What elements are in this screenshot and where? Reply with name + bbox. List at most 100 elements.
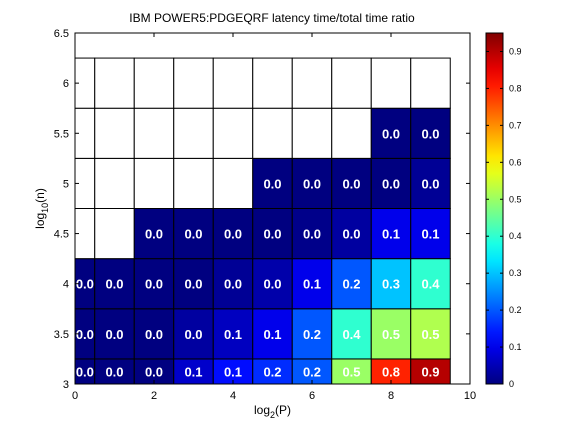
- heatmap-cell: [173, 157, 214, 210]
- cell-value-label: 0.0: [421, 176, 439, 191]
- cell-value-label: 0.0: [105, 327, 123, 342]
- colorbar-tick-label: 0.8: [509, 83, 522, 93]
- heatmap-cell: [410, 107, 451, 159]
- y-tick-label: 5.5: [54, 128, 69, 140]
- cell-value-label: 0.5: [382, 327, 400, 342]
- heatmap-cell: [133, 107, 175, 159]
- heatmap-cell: [410, 208, 451, 260]
- heatmap-cell: [173, 208, 214, 260]
- cell-value-label: 0.0: [145, 364, 163, 379]
- cell-value-label: 0.1: [263, 327, 281, 342]
- cell-value-label: 0.0: [224, 227, 242, 242]
- x-axis-ticks: 0 2 4 6 8 10: [72, 33, 476, 402]
- cell-value-label: 0.0: [382, 176, 400, 191]
- heatmap-cell: [370, 358, 412, 385]
- heatmap-cell: [291, 107, 333, 159]
- cell-value-label: 0.1: [224, 364, 242, 379]
- heatmap-cell: [133, 308, 175, 360]
- colorbar-tick-label: 0.1: [509, 342, 522, 352]
- heatmap-cell: [212, 107, 254, 159]
- cell-value-label: 0.0: [145, 277, 163, 292]
- cell-value-label: 0.4: [342, 327, 361, 342]
- heatmap-cell: [212, 208, 254, 260]
- chart-title: IBM POWER5:PDGEQRF latency time/total ti…: [129, 11, 415, 25]
- cell-value-label: 0.1: [303, 277, 321, 292]
- cell-value-label: 0.0: [76, 364, 94, 379]
- x-tick-label: 0: [72, 390, 78, 402]
- heatmap-cell: [173, 258, 214, 310]
- colorbar-tick-label: 0.7: [509, 120, 522, 130]
- y-axis-ticks: 3 3.5 4 4.5 5 5.5 6 6.5: [54, 28, 470, 391]
- heatmap-cell: [331, 157, 372, 210]
- cell-value-label: 0.0: [263, 227, 281, 242]
- cell-value-label: 0.1: [382, 227, 400, 242]
- heatmap-cell: [410, 258, 451, 310]
- y-tick-label: 4.5: [54, 229, 69, 241]
- heatmap-cell: [173, 107, 214, 159]
- cell-value-label: 0.0: [224, 277, 242, 292]
- heatmap-cell: [94, 57, 135, 109]
- colorbar-ticks: 0 0.1 0.2 0.3 0.4 0.5 0.6 0.7 0.8 0.9: [486, 46, 522, 389]
- y-tick-label: 3.5: [54, 329, 69, 341]
- cell-value-label: 0.0: [76, 277, 94, 292]
- cell-value-label: 0.4: [421, 277, 440, 292]
- cell-value-label: 0.9: [421, 364, 439, 379]
- heatmap-cell: [410, 358, 451, 385]
- x-axis-label: log2(P): [254, 403, 291, 420]
- heatmap-cell: [94, 308, 135, 360]
- cell-value-label: 0.1: [184, 364, 202, 379]
- heatmap-cell: [252, 157, 293, 210]
- heatmap-cell: [331, 57, 372, 109]
- heatmap-cell: [94, 107, 135, 159]
- colorbar-tick-label: 0.9: [509, 46, 522, 56]
- y-tick-label: 3: [63, 379, 69, 391]
- heatmap-cell: [94, 157, 135, 210]
- cell-value-label: 0.8: [382, 364, 400, 379]
- cell-value-label: 0.2: [303, 364, 321, 379]
- colorbar-tick-label: 0.3: [509, 268, 522, 278]
- x-tick-label: 8: [388, 390, 394, 402]
- heatmap-cell: [252, 57, 293, 109]
- cell-value-label: 0.0: [76, 327, 94, 342]
- heatmap-cell: [291, 258, 333, 310]
- colorbar-tick-label: 0.4: [509, 231, 522, 241]
- heatmap-cell: [94, 208, 135, 260]
- y-tick-label: 4: [63, 279, 69, 291]
- heatmap-cell: [410, 57, 451, 109]
- heatmap-cell: [94, 258, 135, 310]
- heatmap-cell-labels: 0.0 0.0 0.0 0.1 0.1 0.2 0.2 0.5 0.8 0.9 0.0 0.0 0.0 0…: [76, 126, 440, 379]
- cell-value-label: 0.0: [263, 176, 281, 191]
- cell-value-label: 0.0: [303, 227, 321, 242]
- heatmap-cell: [212, 157, 254, 210]
- heatmap-cell: [212, 258, 254, 310]
- colorbar: [485, 32, 504, 385]
- cell-value-label: 0.0: [145, 227, 163, 242]
- colorbar-tick-label: 0.5: [509, 194, 522, 204]
- cell-value-label: 0.1: [421, 227, 439, 242]
- heatmap-cell: [212, 57, 254, 109]
- cell-value-label: 0.0: [145, 327, 163, 342]
- heatmap-cell: [133, 57, 175, 109]
- heatmap-cell: [252, 258, 293, 310]
- heatmap-cell: [133, 157, 175, 210]
- cell-value-label: 0.0: [105, 277, 123, 292]
- x-tick-label: 4: [230, 390, 236, 402]
- cell-value-label: 0.5: [421, 327, 439, 342]
- plot-frame: [74, 32, 471, 385]
- cell-value-label: 0.0: [184, 277, 202, 292]
- cell-value-label: 0.0: [421, 126, 439, 141]
- cell-value-label: 0.0: [184, 327, 202, 342]
- cell-value-label: 0.1: [224, 327, 242, 342]
- cell-value-label: 0.0: [382, 126, 400, 141]
- heatmap-cell: [212, 308, 254, 360]
- y-tick-label: 6.5: [54, 28, 69, 40]
- heatmap-cell: [94, 358, 135, 385]
- heatmap-cell: [252, 308, 293, 360]
- colorbar-tick-label: 0.2: [509, 305, 522, 315]
- x-tick-label: 10: [464, 390, 476, 402]
- heatmap-cell: [173, 57, 214, 109]
- cell-value-label: 0.2: [303, 327, 321, 342]
- x-tick-label: 2: [151, 390, 157, 402]
- heatmap-cell: [331, 107, 372, 159]
- heatmap-cell: [331, 258, 372, 310]
